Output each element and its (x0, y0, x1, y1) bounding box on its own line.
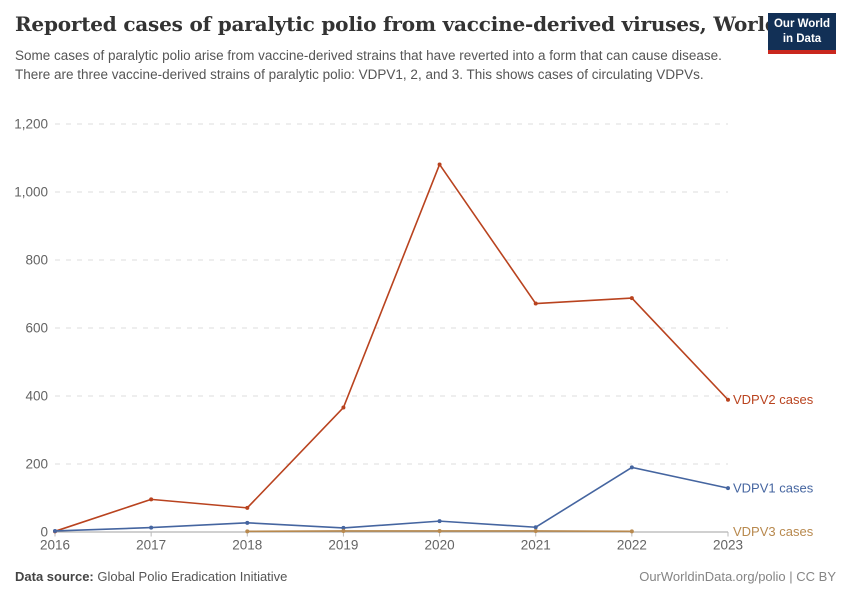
data-point-vdpv2 (726, 397, 730, 402)
series-line-vdpv1[interactable] (54, 466, 729, 532)
owid-logo[interactable]: Our World in Data (768, 13, 836, 54)
chart-subtitle: Some cases of paralytic polio arise from… (15, 48, 722, 83)
series-line-vdpv2[interactable] (54, 163, 729, 533)
series-label-vdpv2[interactable]: VDPV2 cases (733, 392, 814, 407)
y-axis: 0 200 400 600 800 1,000 1,200 (14, 117, 48, 540)
x-tick-label: 2021 (521, 538, 551, 553)
data-point-vdpv1 (437, 519, 442, 524)
y-tick-label: 800 (25, 253, 48, 268)
data-point-vdpv3 (437, 528, 442, 533)
y-tick-label: 400 (25, 389, 48, 404)
series-label-vdpv1[interactable]: VDPV1 cases (733, 481, 814, 496)
x-tick-label: 2018 (232, 538, 262, 553)
data-point-vdpv2 (245, 505, 250, 510)
data-source-label: Data source: (15, 569, 94, 584)
data-point-vdpv1 (149, 525, 154, 530)
y-tick-label: 1,200 (14, 117, 48, 132)
data-point-vdpv2 (341, 405, 346, 410)
x-tick-label: 2016 (40, 538, 70, 553)
data-point-vdpv1 (533, 525, 538, 530)
y-tick-label: 0 (40, 525, 48, 540)
data-point-vdpv3 (245, 529, 250, 534)
data-point-vdpv2 (149, 497, 154, 502)
data-point-vdpv3 (341, 528, 346, 533)
data-source-value: Global Polio Eradication Initiative (93, 569, 288, 584)
y-tick-label: 1,000 (14, 185, 48, 200)
data-point-vdpv2 (437, 162, 442, 167)
data-point-vdpv1 (726, 486, 730, 491)
owid-logo-line2: in Data (782, 32, 822, 45)
x-tick-label: 2022 (617, 538, 647, 553)
x-tick-label: 2023 (713, 538, 743, 553)
x-tick-label: 2020 (425, 538, 455, 553)
data-point-vdpv2 (629, 296, 634, 301)
series-lines (53, 162, 730, 534)
x-tick-label: 2019 (328, 538, 358, 553)
data-point-vdpv1 (245, 520, 250, 525)
series-label-vdpv3[interactable]: VDPV3 cases (733, 524, 814, 539)
data-point-vdpv1 (53, 528, 57, 533)
data-source-note: Data source: Global Polio Eradication In… (15, 569, 287, 584)
attribution-note[interactable]: OurWorldinData.org/polio | CC BY (639, 569, 836, 584)
y-tick-label: 600 (25, 321, 48, 336)
data-point-vdpv2 (533, 301, 538, 306)
x-axis: 2016 2017 2018 2019 2020 2021 2022 2023 (40, 532, 743, 553)
data-point-vdpv1 (629, 465, 634, 470)
chart-title: Reported cases of paralytic polio from v… (15, 12, 779, 36)
x-tick-label: 2017 (136, 538, 166, 553)
data-point-vdpv3 (533, 528, 538, 533)
y-tick-label: 200 (25, 457, 48, 472)
data-point-vdpv1 (341, 525, 346, 530)
owid-logo-line1: Our World (773, 18, 830, 31)
series-labels: VDPV2 cases VDPV1 cases VDPV3 cases (733, 392, 814, 539)
data-point-vdpv3 (629, 529, 634, 534)
